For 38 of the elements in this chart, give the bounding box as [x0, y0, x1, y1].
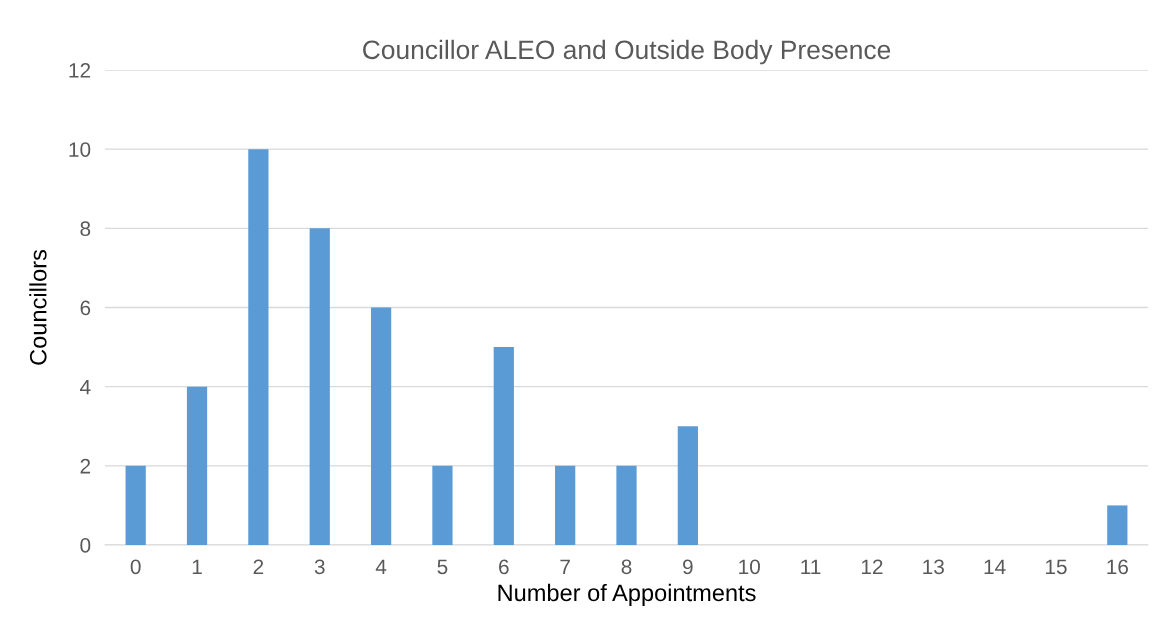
y-tick-label: 6: [80, 300, 91, 316]
x-tick-label: 16: [1107, 559, 1128, 575]
chart-title: Councillor ALEO and Outside Body Presence: [363, 39, 891, 65]
bar: [186, 386, 208, 545]
bar: [370, 307, 392, 545]
x-tick-label: 7: [560, 559, 570, 574]
y-axis-title: Councillors: [29, 249, 47, 365]
x-tick-label: 6: [499, 559, 509, 575]
x-axis-title: Number of Appointments: [498, 583, 756, 606]
x-tick-label: 9: [683, 559, 693, 575]
x-tick-label: 1: [192, 559, 202, 574]
bar: [1107, 505, 1128, 545]
bar: [616, 465, 637, 545]
x-tick-label: 12: [861, 559, 883, 574]
y-tick-label: 10: [69, 142, 91, 157]
x-tick-label: 2: [253, 559, 264, 574]
x-tick-label: 0: [130, 559, 141, 575]
x-tick-label: 3: [314, 559, 325, 575]
x-tick-label: 10: [739, 559, 760, 575]
y-tick-label: 12: [69, 63, 91, 78]
x-tick-label: 13: [923, 559, 944, 575]
y-tick-label: 2: [80, 458, 91, 474]
bar: [493, 347, 514, 545]
x-tick-label: 4: [375, 559, 387, 574]
y-tick-label: 4: [80, 379, 91, 395]
x-tick-label: 15: [1045, 559, 1067, 575]
bar: [677, 426, 698, 545]
x-tick-label: 11: [801, 559, 821, 574]
x-tick-label: 5: [437, 559, 448, 575]
bar: [125, 465, 146, 545]
bar: [248, 149, 269, 545]
x-tick-label: 14: [984, 559, 1006, 574]
x-tick-label: 8: [621, 559, 632, 575]
bar: [432, 465, 453, 545]
y-tick-label: 0: [80, 538, 91, 553]
bar: [555, 465, 576, 545]
y-tick-label: 8: [80, 221, 91, 237]
bar: [309, 228, 330, 545]
